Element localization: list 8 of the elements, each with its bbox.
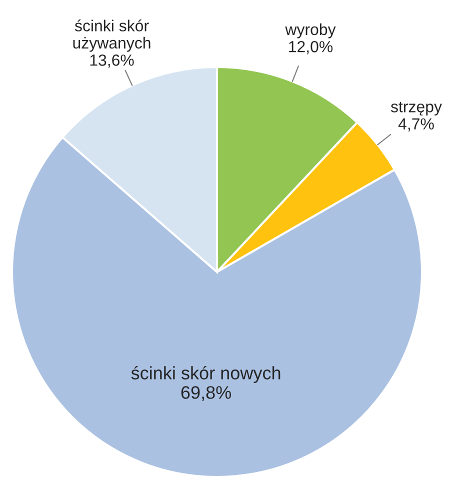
slice-label: strzępy bbox=[390, 102, 442, 116]
slice-label: ścinki skór używanych bbox=[73, 20, 150, 52]
data-label: 4,7% bbox=[398, 118, 434, 132]
slice-label: ścinki skór nowych bbox=[131, 366, 280, 384]
data-label: 69,8% bbox=[181, 386, 232, 402]
slice-label: wyroby bbox=[285, 23, 336, 38]
data-label: 12,0% bbox=[289, 41, 333, 54]
data-label: 13,6% bbox=[90, 54, 134, 68]
